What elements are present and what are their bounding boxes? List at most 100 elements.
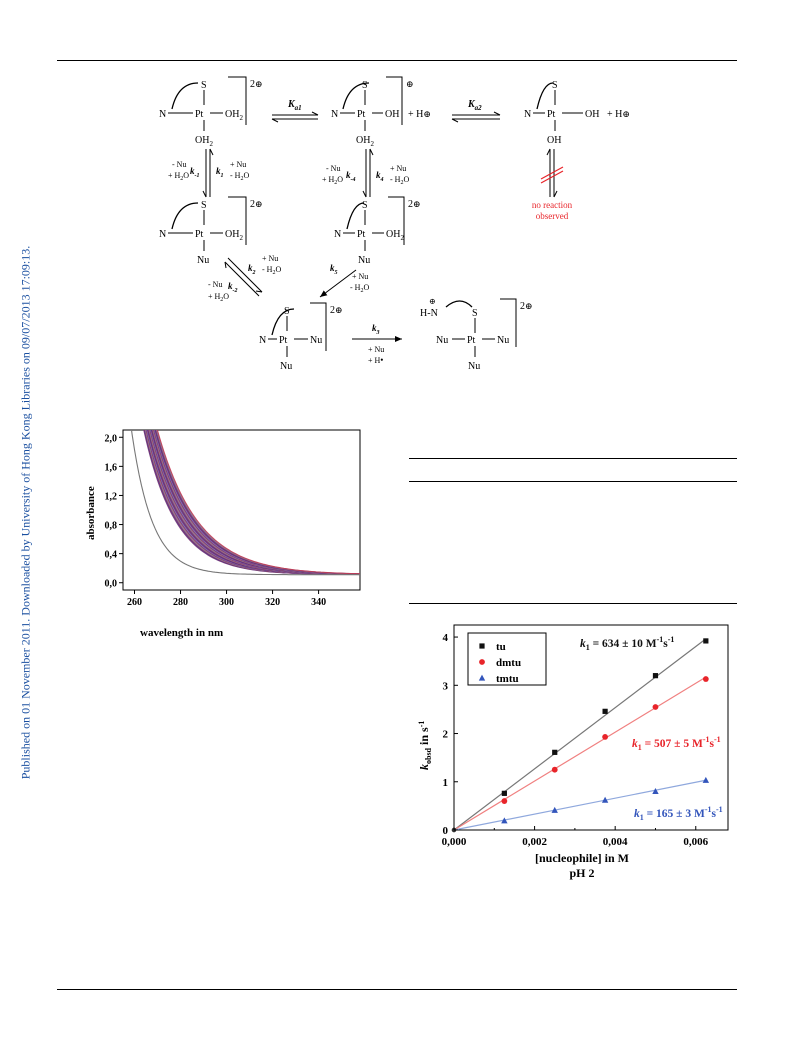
svg-text:- H2O: - H2O	[262, 265, 281, 276]
reaction-scheme: S N Pt OH2 OH2 2⊕ Ka1 S N Pt OH OH2 ⊕ + …	[159, 76, 630, 372]
svg-text:Nu: Nu	[280, 361, 292, 372]
spectrum-y-tick-label: 0,0	[105, 579, 118, 590]
svg-text:k5: k5	[330, 263, 338, 276]
svg-text:+ H2O: + H2O	[208, 292, 229, 303]
complex-mono-substituted: S N Pt OH2 Nu 2⊕	[159, 196, 263, 266]
ligand-oh2: OH2	[225, 109, 243, 122]
legend-label-tu: tu	[496, 641, 506, 653]
spectrum-reference-trace	[130, 430, 360, 576]
svg-text:+ H•: + H•	[368, 355, 383, 365]
legend-marker-dmtu	[479, 659, 485, 665]
no-reaction-arrow: no reaction observed	[532, 148, 573, 221]
arrow-k5: k5 + Nu - H2O	[319, 263, 369, 298]
atom-pt: Pt	[195, 109, 204, 120]
spectrum-x-tick-label: 340	[311, 597, 326, 608]
spectrum-y-axis-label: absorbance	[85, 486, 97, 540]
kobs-point-tmtu	[551, 806, 558, 813]
kobs-point-dmtu	[602, 734, 609, 740]
svg-text:Nu: Nu	[358, 255, 370, 266]
kobs-point-dmtu	[702, 676, 709, 682]
svg-text:k2: k2	[248, 263, 256, 276]
kobs-point-tmtu	[501, 817, 508, 824]
svg-text:2⊕: 2⊕	[250, 199, 263, 210]
complex-diaqua: S N Pt OH2 OH2 2⊕	[159, 76, 263, 148]
kobs-x-axis-label: [nucleophile] in M	[535, 851, 629, 865]
header-rule	[57, 60, 737, 61]
svg-text:k4: k4	[376, 170, 384, 183]
no-reaction-label: no reaction	[532, 200, 573, 210]
svg-text:Ka2: Ka2	[467, 99, 482, 112]
svg-text:⊕: ⊕	[429, 297, 436, 306]
kobs-fit-line-tu	[453, 638, 707, 831]
kobs-x-tick-label: 0,006	[683, 836, 708, 848]
spectrum-x-tick-label: 280	[173, 597, 188, 608]
svg-text:N: N	[259, 335, 266, 346]
svg-text:+ H2O: + H2O	[168, 171, 189, 182]
svg-text:S: S	[284, 306, 290, 317]
svg-text:Pt: Pt	[357, 109, 366, 120]
svg-text:- H2O: - H2O	[390, 175, 409, 186]
kobs-point-tu	[602, 708, 608, 714]
kobs-point-tmtu	[652, 788, 659, 795]
svg-text:- Nu: - Nu	[172, 160, 186, 169]
svg-text:Nu: Nu	[197, 255, 209, 266]
svg-text:Nu: Nu	[497, 335, 509, 346]
svg-text:+ H⊕: + H⊕	[607, 109, 630, 120]
svg-text:⊕: ⊕	[406, 79, 414, 89]
uv-vis-spectrum-chart: 260 280 300 320 340 0,0 0,4 0,8 1,2 1,6 2,0 wavele…	[85, 429, 361, 639]
kobs-y-axis-label: kobsd in s-1	[417, 721, 433, 770]
svg-text:k-2: k-2	[228, 281, 238, 294]
spectrum-y-tick-label: 1,2	[105, 491, 118, 502]
svg-text:Nu: Nu	[310, 335, 322, 346]
kobs-y-tick-label: 3	[443, 680, 449, 692]
spectrum-y-tick-label: 2,0	[105, 433, 118, 444]
kobs-plot-frame	[453, 624, 729, 831]
kobs-point-tmtu	[702, 776, 710, 783]
svg-text:k-4: k-4	[346, 170, 356, 183]
legend-label-tmtu: tmtu	[496, 673, 519, 685]
kobs-x-tick-label: 0,000	[442, 836, 467, 848]
svg-text:Ka1: Ka1	[287, 99, 302, 112]
spectrum-plot-frame	[122, 429, 361, 591]
svg-text:- Nu: - Nu	[326, 164, 340, 173]
kobs-y-tick-label: 4	[443, 632, 449, 644]
svg-text:Pt: Pt	[467, 335, 476, 346]
svg-text:+ Nu: + Nu	[352, 272, 368, 281]
svg-text:N: N	[159, 229, 166, 240]
svg-text:Pt: Pt	[195, 229, 204, 240]
kobs-y-tick-label: 1	[443, 777, 449, 789]
kobs-point-tu	[703, 638, 709, 644]
svg-text:+ Nu: + Nu	[368, 345, 384, 354]
svg-text:Nu: Nu	[436, 335, 448, 346]
table-top-rule	[409, 458, 737, 459]
arrow-k3: k3 + Nu + H•	[352, 323, 402, 365]
publication-side-note[interactable]: Published on 01 November 2011. Downloade…	[6, 0, 33, 1039]
kobs-legend-box	[467, 632, 547, 686]
side-note-text[interactable]: Published on 01 November 2011. Downloade…	[18, 245, 33, 780]
complex-ring-opened: H-N ⊕ S Nu Pt Nu Nu 2⊕	[420, 297, 533, 372]
equilibrium-k1: - Nu + H2O k-1 k1 + Nu - H2O	[168, 148, 249, 198]
svg-text:- H2O: - H2O	[350, 283, 369, 294]
ligand-oh2-axial: OH2	[195, 135, 213, 148]
svg-text:k3: k3	[372, 323, 380, 336]
legend-marker-tmtu	[478, 674, 486, 681]
svg-text:S: S	[552, 80, 558, 91]
svg-text:+ H2O: + H2O	[322, 175, 343, 186]
spectrum-x-tick-label: 320	[265, 597, 280, 608]
kobs-x-tick-label: 0,004	[603, 836, 628, 848]
svg-text:S: S	[362, 200, 368, 211]
kobs-y-tick-label: 0	[443, 825, 449, 837]
svg-text:OH2: OH2	[356, 135, 374, 148]
spectrum-y-tick-label: 1,6	[105, 462, 118, 473]
svg-text:+ Nu: + Nu	[230, 160, 246, 169]
footer-rule	[57, 989, 737, 990]
atom-s: S	[201, 80, 207, 91]
svg-text:k-1: k-1	[190, 166, 200, 179]
equilibrium-ka2: Ka2	[451, 99, 501, 123]
svg-text:Pt: Pt	[547, 109, 556, 120]
svg-text:Nu: Nu	[468, 361, 480, 372]
svg-text:OH: OH	[385, 109, 399, 120]
spectrum-x-tick-label: 260	[127, 597, 142, 608]
svg-text:Pt: Pt	[357, 229, 366, 240]
svg-text:2⊕: 2⊕	[520, 301, 533, 312]
